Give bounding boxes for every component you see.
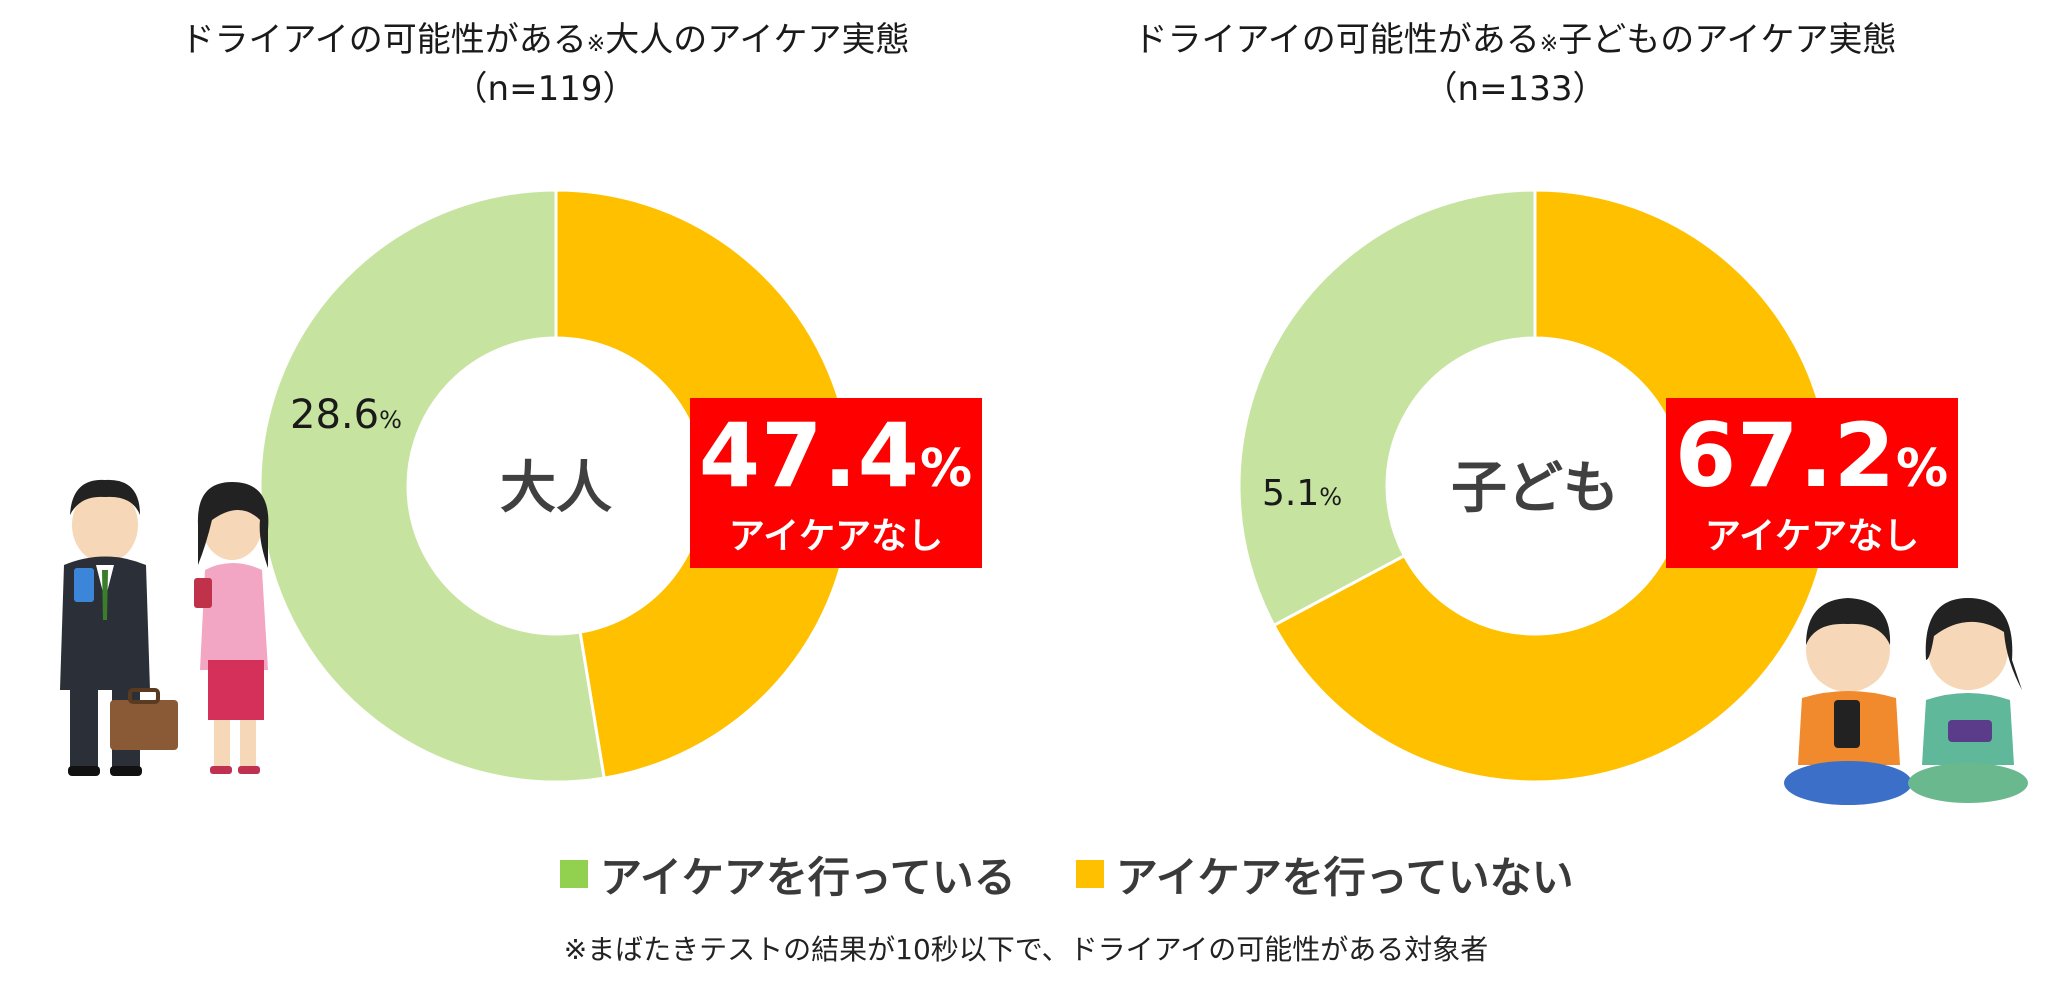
slice-label-child: 5.1%	[1262, 473, 1342, 514]
center-label-adult: 大人	[500, 456, 612, 521]
woman-figure	[194, 482, 269, 774]
center-label-child: 子ども	[1451, 456, 1619, 521]
adults-illustration	[60, 479, 269, 776]
chart-title-child-line1: ドライアイの可能性がある※子どものアイケア実態	[1133, 20, 1897, 60]
donut-slice-doing-adult	[258, 188, 606, 784]
legend-swatch-not-doing	[1075, 860, 1104, 888]
callout-adult-text: アイケアなし	[728, 516, 944, 557]
children-illustration	[1784, 598, 2028, 805]
chart-title-adult-line1: ドライアイの可能性がある※大人のアイケア実態	[180, 20, 910, 60]
donut-chart-adult	[258, 188, 854, 784]
legend-label-doing: アイケアを行っている	[600, 852, 1016, 902]
footnote: ※まばたきテストの結果が10秒以下で、ドライアイの可能性がある対象者	[563, 933, 1489, 966]
slice-label-adult: 28.6%	[290, 392, 402, 438]
legend-item-not-doing: アイケアを行っていない	[1075, 844, 1574, 905]
chart-title-adult-line2: （n=119）	[453, 69, 637, 109]
legend-item-doing: アイケアを行っている	[560, 844, 1016, 905]
callout-child-text: アイケアなし	[1704, 516, 1920, 557]
callout-adult-value: 47.4%	[698, 404, 974, 507]
girl-figure	[1908, 598, 2028, 803]
chart-title-adult: ドライアイの可能性がある※大人のアイケア実態 （n=119）	[150, 18, 940, 111]
callout-child-value: 67.2%	[1674, 404, 1950, 507]
donut-chart-child	[1237, 188, 1833, 784]
legend-swatch-doing	[560, 860, 588, 888]
donut-slice-not-doing-adult	[554, 188, 854, 780]
boy-figure	[1784, 598, 1912, 805]
chart-title-child: ドライアイの可能性がある※子どものアイケア実態 （n=133）	[1120, 18, 1910, 111]
callout-adult-no-eyecare: 47.4% アイケアなし	[690, 398, 982, 568]
legend: アイケアを行っている アイケアを行っていない	[560, 846, 1634, 902]
man-figure	[60, 479, 178, 776]
chart-title-child-line2: （n=133）	[1423, 69, 1607, 109]
donut-slice-doing-child	[1237, 188, 1537, 628]
callout-child-no-eyecare: 67.2% アイケアなし	[1666, 398, 1958, 568]
legend-label-not-doing: アイケアを行っていない	[1115, 852, 1574, 902]
